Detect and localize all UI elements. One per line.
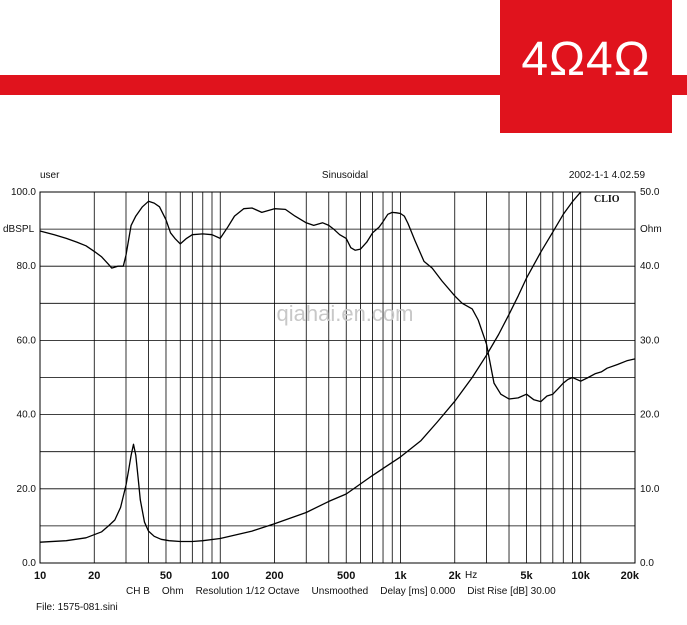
channel-label: CH B xyxy=(126,586,150,597)
right-tick-label: 40.0 xyxy=(640,261,660,272)
x-tick-label: 20 xyxy=(88,570,100,582)
x-tick-label: 5k xyxy=(520,570,533,582)
impedance-curve xyxy=(39,191,582,543)
x-axis-unit: Hz xyxy=(465,570,477,581)
right-tick-label: 30.0 xyxy=(640,335,660,346)
watermark: qiahai.en.com xyxy=(277,301,414,326)
spl-curve xyxy=(39,200,636,403)
x-tick-label: 200 xyxy=(265,570,283,582)
x-tick-label: 500 xyxy=(337,570,355,582)
x-axis-ticks: 10 20 50 100 200 500 1k 2k 5k 10k 20k xyxy=(34,570,640,582)
resolution-label: Resolution 1/12 Octave xyxy=(195,586,300,597)
right-tick-label: 50.0 xyxy=(640,187,660,198)
left-tick-label: 20.0 xyxy=(17,484,37,495)
right-tick-label: 0.0 xyxy=(640,558,654,569)
smoothing-label: Unsmoothed xyxy=(311,586,369,597)
left-tick-label: 60.0 xyxy=(17,335,37,346)
left-axis-label: dBSPL xyxy=(3,224,35,235)
chart-grid xyxy=(40,192,635,563)
x-tick-label: 20k xyxy=(621,570,640,582)
impedance-badge: 4Ω4Ω xyxy=(500,0,672,133)
right-axis-ticks: 0.0 10.0 20.0 30.0 40.0 50.0 xyxy=(640,187,660,569)
left-tick-label: 100.0 xyxy=(11,187,36,198)
x-tick-label: 2k xyxy=(449,570,462,582)
chart-series xyxy=(39,191,636,543)
right-tick-label: 10.0 xyxy=(640,484,660,495)
left-tick-label: 40.0 xyxy=(17,410,37,421)
file-name: File: 1575-081.sini xyxy=(36,602,118,613)
right-tick-label: 20.0 xyxy=(640,410,660,421)
delay-label: Delay [ms] 0.000 xyxy=(380,586,456,597)
brand-label: CLIO xyxy=(594,194,620,205)
x-tick-label: 10k xyxy=(572,570,591,582)
x-tick-label: 100 xyxy=(211,570,229,582)
header-timestamp: 2002-1-1 4.02.59 xyxy=(568,170,645,181)
measurement-info: CH B Ohm Resolution 1/12 Octave Unsmoothed D… xyxy=(126,586,568,597)
x-tick-label: 1k xyxy=(394,570,407,582)
left-tick-label: 0.0 xyxy=(22,558,36,569)
header-user: user xyxy=(40,170,60,181)
x-tick-label: 10 xyxy=(34,570,46,582)
dist-rise-label: Dist Rise [dB] 30.00 xyxy=(467,586,556,597)
x-tick-label: 50 xyxy=(160,570,172,582)
plot-frame xyxy=(39,191,636,564)
right-axis-label: Ohm xyxy=(640,224,662,235)
left-tick-label: 80.0 xyxy=(17,261,37,272)
unit-label: Ohm xyxy=(161,586,184,597)
left-axis-ticks: 0.0 20.0 40.0 60.0 80.0 100.0 xyxy=(11,187,36,569)
header-mode: Sinusoidal xyxy=(321,170,369,181)
